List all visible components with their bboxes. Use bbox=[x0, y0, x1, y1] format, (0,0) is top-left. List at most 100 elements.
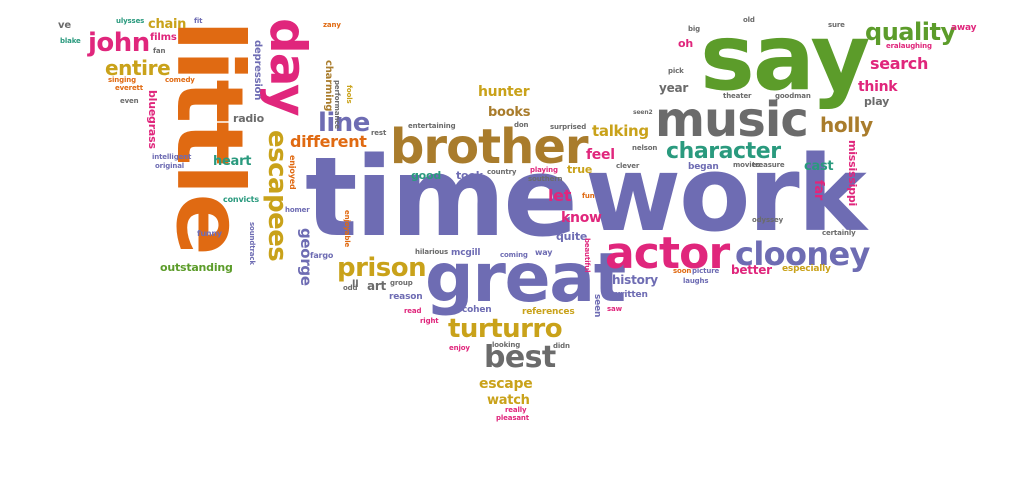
word-let: let bbox=[548, 186, 572, 205]
word-treasure: treasure bbox=[752, 161, 785, 169]
word-radio: radio bbox=[233, 112, 264, 125]
word-picture: picture bbox=[692, 267, 720, 275]
word-convicts: convicts bbox=[223, 195, 259, 204]
word-music: music bbox=[655, 92, 809, 148]
word-far: far bbox=[811, 180, 826, 201]
word-great: great bbox=[425, 239, 626, 318]
word-line: line bbox=[318, 108, 370, 138]
word-pleasant: pleasant bbox=[496, 414, 529, 422]
word-oh: oh bbox=[678, 37, 693, 50]
word-nelson: nelson bbox=[632, 144, 658, 152]
word-fools: fools bbox=[345, 85, 353, 104]
word-feel: feel bbox=[586, 147, 615, 163]
word-read: read bbox=[404, 307, 422, 315]
word-especially: especially bbox=[782, 264, 831, 274]
word-say: say bbox=[700, 4, 870, 111]
word-entire: entire bbox=[105, 56, 171, 80]
word-art: art bbox=[367, 279, 387, 293]
word-southern: southern bbox=[528, 175, 563, 183]
word-old: old bbox=[743, 16, 755, 24]
word-quite: quite bbox=[556, 230, 588, 243]
word-john: john bbox=[88, 28, 150, 58]
word-way: way bbox=[535, 248, 553, 257]
word-time: time bbox=[305, 133, 578, 261]
word-chain: chain bbox=[148, 17, 187, 32]
word-fan: fan bbox=[153, 47, 166, 55]
word-clever: clever bbox=[616, 162, 640, 170]
word-references: references bbox=[522, 307, 575, 317]
word-reason: reason bbox=[389, 292, 423, 302]
word-watch: watch bbox=[487, 393, 530, 408]
word-heart: heart bbox=[213, 154, 252, 169]
word-know: know bbox=[561, 210, 602, 226]
word-began: began bbox=[688, 162, 719, 172]
word-comedy: comedy bbox=[165, 76, 195, 84]
word-cohen: cohen bbox=[462, 305, 492, 315]
word-saw: saw bbox=[607, 305, 622, 313]
word-away: away bbox=[951, 23, 977, 33]
word-prison: prison bbox=[337, 253, 427, 283]
word-performance: performance bbox=[333, 80, 341, 129]
word-rest: rest bbox=[371, 129, 387, 137]
word-quality: quality bbox=[865, 18, 956, 46]
word-beautiful: beautiful bbox=[583, 238, 591, 273]
word-movies: movies bbox=[733, 161, 761, 169]
word-laughs: laughs bbox=[683, 277, 709, 285]
word-search: search bbox=[870, 54, 929, 73]
word-pick: pick bbox=[668, 67, 684, 75]
word-intelligent: intelligent bbox=[152, 153, 192, 161]
word-fit: fit bbox=[194, 17, 203, 25]
word-homer: homer bbox=[285, 206, 310, 214]
word-even: even bbox=[120, 97, 139, 105]
word-written: written bbox=[612, 290, 648, 300]
word-soon: soon bbox=[673, 267, 692, 275]
word-different: different bbox=[290, 132, 367, 151]
word-true: true bbox=[567, 163, 593, 176]
word-seen: seen bbox=[592, 294, 602, 318]
word-singing: singing bbox=[108, 76, 136, 84]
word-bluegrass: bluegrass bbox=[146, 90, 159, 149]
word-mcgill: mcgill bbox=[451, 248, 481, 258]
word-mississippi: mississippi bbox=[846, 140, 859, 207]
word-charming: charming bbox=[323, 60, 334, 112]
word-don: don bbox=[514, 121, 529, 129]
word-entertaining: entertaining bbox=[408, 122, 456, 130]
word-clooney: clooney bbox=[735, 235, 870, 273]
word-day: day bbox=[259, 18, 317, 116]
word-depression: depression bbox=[252, 40, 263, 101]
word-right: right bbox=[420, 317, 439, 325]
word-enjoyable: enjoyable bbox=[343, 210, 351, 248]
word-play: play bbox=[864, 95, 890, 108]
word-looking: looking bbox=[492, 341, 521, 349]
word-ve: ve bbox=[58, 20, 71, 31]
word-best: best bbox=[484, 340, 556, 375]
word-think: think bbox=[858, 79, 898, 95]
word-theater: theater bbox=[723, 92, 752, 100]
word-ulysses: ulysses bbox=[116, 17, 145, 25]
word-zany: zany bbox=[323, 21, 341, 29]
word-odyssey: odyssey bbox=[752, 216, 784, 224]
word-playing: playing bbox=[530, 166, 558, 174]
word-country: country bbox=[487, 168, 517, 176]
word-turturro: turturro bbox=[448, 314, 563, 344]
word-outstanding: outstanding bbox=[160, 261, 233, 274]
word-history: history bbox=[612, 273, 658, 287]
word-escapees: escapees bbox=[262, 130, 292, 262]
word-big: big bbox=[688, 25, 701, 33]
word-little: little bbox=[156, 20, 263, 254]
word-surprised: surprised bbox=[550, 123, 587, 131]
word-character: character bbox=[666, 139, 781, 164]
word-hilarious: hilarious bbox=[415, 248, 449, 256]
word-hunter: hunter bbox=[478, 84, 530, 100]
word-everett: everett bbox=[115, 84, 143, 92]
word-sure: sure bbox=[828, 21, 845, 29]
word-enjoyed: enjoyed bbox=[288, 155, 297, 190]
word-fargo: fargo bbox=[310, 251, 334, 260]
word-took: took bbox=[456, 169, 483, 182]
word-actor: actor bbox=[605, 228, 730, 279]
word-books: books bbox=[488, 105, 531, 120]
word-didn: didn bbox=[553, 342, 570, 350]
word-year: year bbox=[659, 81, 689, 95]
word-blake: blake bbox=[60, 37, 81, 45]
word-talking: talking bbox=[592, 122, 649, 140]
